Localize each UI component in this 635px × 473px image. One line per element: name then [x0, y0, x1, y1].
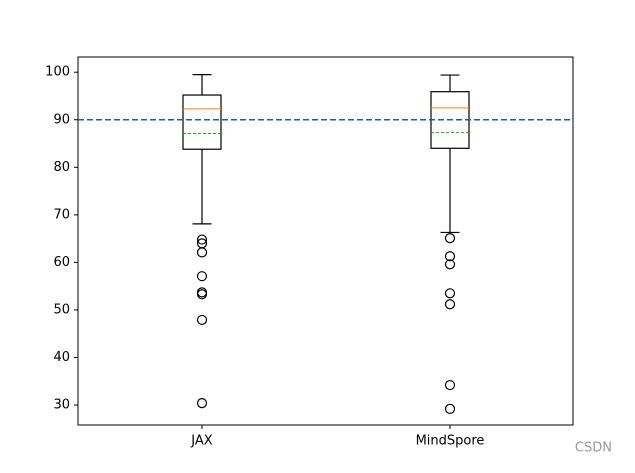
flier [444, 233, 456, 244]
box [182, 94, 222, 150]
y-tick-label: 60 [53, 255, 70, 270]
flier [196, 271, 208, 282]
flier [196, 314, 208, 326]
y-tick-label: 100 [45, 65, 70, 80]
x-tick-label: JAX [190, 434, 212, 449]
flier [444, 403, 456, 414]
y-tick-label: 80 [53, 160, 70, 175]
flier [444, 288, 456, 299]
flier [196, 398, 208, 409]
flier [444, 299, 456, 310]
watermark: CSDN [575, 441, 612, 456]
flier [196, 247, 208, 258]
flier [196, 289, 208, 300]
x-tick-label: MindSpore [416, 434, 485, 449]
flier [196, 234, 208, 245]
flier [444, 379, 456, 391]
plot-frame [77, 56, 574, 426]
y-tick-label: 50 [53, 302, 70, 317]
flier [444, 259, 456, 270]
y-tick-label: 40 [53, 350, 70, 365]
y-tick-label: 70 [53, 207, 70, 222]
y-tick-label: 90 [53, 112, 70, 127]
flier [444, 251, 456, 262]
y-tick-label: 30 [53, 398, 70, 413]
